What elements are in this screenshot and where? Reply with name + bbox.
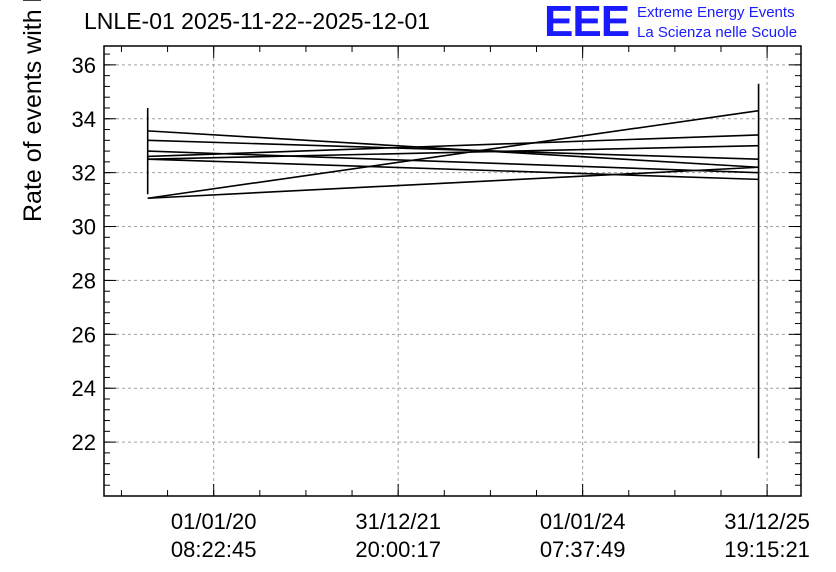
series-line — [147, 134, 759, 158]
data-series — [146, 83, 760, 459]
x-tick-label-date: 01/01/20 — [171, 509, 257, 534]
y-axis-label: Rate of events with hits [Hz] — [19, 0, 47, 222]
logo-line-1: Extreme Energy Events — [637, 4, 795, 21]
axis-ticks — [104, 46, 801, 497]
x-tick-label-time: 20:00:17 — [355, 537, 441, 562]
plot-border — [103, 45, 802, 497]
eee-logo: EEE — [544, 0, 630, 46]
series-line — [147, 150, 759, 174]
series-line — [147, 144, 759, 160]
grid-lines — [104, 46, 801, 496]
x-tick-label-time: 08:22:45 — [171, 537, 257, 562]
y-tick-label: 26 — [72, 322, 96, 347]
y-tick-label: 30 — [72, 215, 96, 240]
y-tick-label: 36 — [72, 53, 96, 78]
y-tick-label: 22 — [72, 430, 96, 455]
y-tick-label: 32 — [72, 161, 96, 186]
y-tick-label: 24 — [72, 376, 96, 401]
logo-line-2: La Scienza nelle Scuole — [637, 24, 798, 41]
series-line — [147, 158, 759, 181]
x-tick-label-time: 19:15:21 — [724, 537, 810, 562]
chart-title: LNLE-01 2025-11-22--2025-12-01 — [84, 8, 431, 34]
y-tick-label: 34 — [72, 107, 96, 132]
series-line — [147, 166, 759, 200]
plot-frame — [103, 45, 802, 497]
x-tick-label-date: 01/01/24 — [540, 509, 626, 534]
x-tick-label-date: 31/12/21 — [355, 509, 441, 534]
y-tick-label: 28 — [72, 268, 96, 293]
series-line — [147, 139, 759, 160]
x-tick-label-time: 07:37:49 — [540, 537, 626, 562]
tick-labels: 22 24 26 28 30 32 34 36 01/01/20 08:22:45 31/12/21… — [72, 53, 810, 562]
x-tick-label-date: 31/12/25 — [724, 509, 810, 534]
logo-subtitle: Extreme Energy Events La Scienza nelle S… — [637, 3, 797, 43]
series-line — [147, 109, 759, 200]
